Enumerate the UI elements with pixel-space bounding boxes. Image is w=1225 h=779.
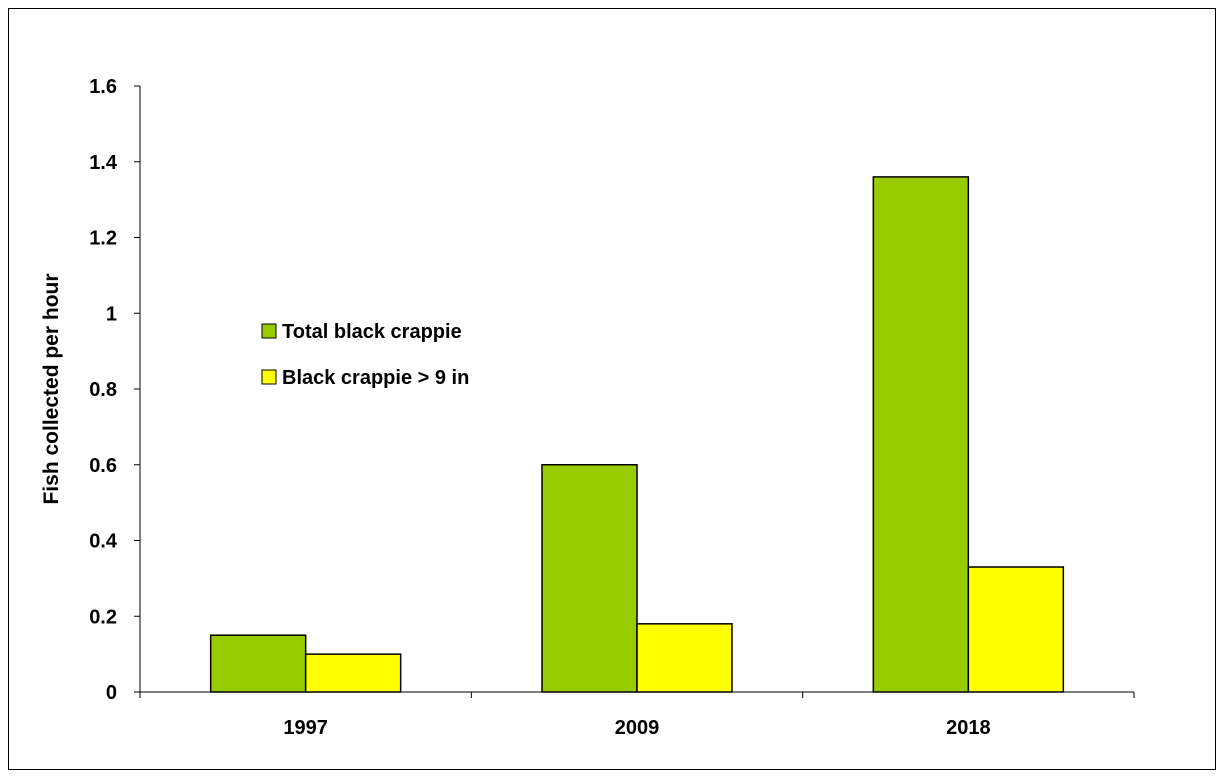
bar-over-9in-1997: [304, 653, 402, 693]
bars: [209, 176, 1065, 693]
bar-total-2009: [541, 464, 638, 693]
x-tick-label: 2018: [946, 717, 991, 739]
y-axis-title: Fish collected per hour: [40, 273, 63, 504]
y-tick-label: 1.6: [89, 76, 117, 98]
y-tick-label: 1.4: [89, 152, 118, 174]
x-tick-label: 1997: [283, 717, 328, 739]
y-axis-ticks: 0 0.2 0.4 0.6 0.8 1 1.2 1.4 1.6: [89, 76, 140, 704]
x-axis-ticks: 1997 2009 2018: [139, 692, 1135, 739]
y-tick-label: 0.6: [89, 455, 117, 477]
chart-frame: [8, 8, 1216, 770]
bar-over-9in-2009: [636, 623, 733, 693]
y-tick-label: 1: [106, 303, 117, 325]
y-tick-label: 0: [106, 682, 117, 704]
legend: Total black crappie Black crappie > 9 in: [261, 321, 469, 389]
y-tick-label: 0.8: [89, 379, 117, 401]
bar-over-9in-2018: [967, 566, 1065, 693]
legend-label: Total black crappie: [282, 321, 462, 343]
bar-total-2018: [872, 176, 970, 693]
legend-swatch: [261, 323, 277, 339]
bar-total-1997: [209, 634, 307, 693]
y-tick-label: 0.4: [89, 531, 118, 553]
legend-swatch: [261, 369, 277, 385]
y-tick-label: 1.2: [89, 228, 117, 250]
y-tick-label: 0.2: [89, 606, 117, 628]
x-tick-label: 2009: [615, 717, 660, 739]
legend-label: Black crappie > 9 in: [282, 367, 469, 389]
